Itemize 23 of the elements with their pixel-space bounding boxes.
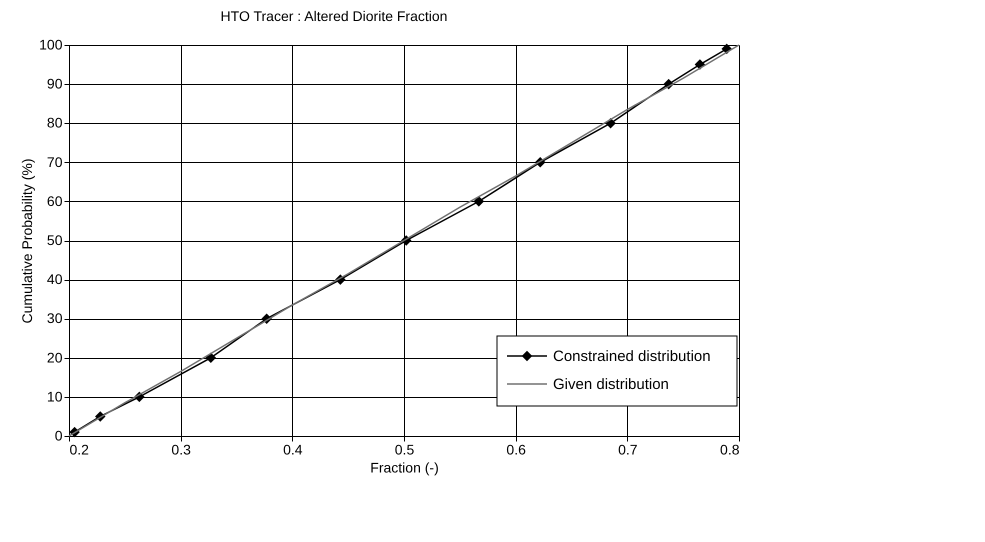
- x-axis-title: Fraction (-): [370, 460, 439, 476]
- x-tick-label: 0.8: [720, 442, 740, 458]
- chart-title: HTO Tracer : Altered Diorite Fraction: [220, 8, 448, 24]
- y-tick-label: 40: [46, 271, 63, 288]
- y-axis-title: Cumulative Probability (%): [19, 158, 36, 324]
- y-tick-label: 90: [46, 76, 63, 92]
- x-tick-label: 0.6: [506, 442, 526, 458]
- y-tick-label: 100: [39, 36, 63, 52]
- x-tick-label: 0.3: [171, 442, 192, 458]
- x-tick-label: 0.2: [70, 442, 90, 458]
- y-tick-label: 20: [46, 349, 63, 366]
- y-tick-label: 30: [46, 310, 63, 326]
- y-tick-label: 0: [54, 428, 63, 444]
- y-tick-label: 10: [46, 388, 63, 404]
- x-tick-label: 0.4: [283, 442, 303, 458]
- x-tick-label: 0.5: [394, 442, 414, 458]
- x-tick-label: 0.7: [618, 442, 638, 458]
- legend-label: Given distribution: [553, 376, 669, 393]
- y-tick-label: 60: [46, 192, 63, 209]
- y-tick-label: 70: [46, 154, 63, 170]
- y-tick-label: 50: [46, 232, 63, 248]
- legend-label: Constrained distribution: [553, 348, 711, 365]
- y-tick-label: 80: [46, 114, 63, 131]
